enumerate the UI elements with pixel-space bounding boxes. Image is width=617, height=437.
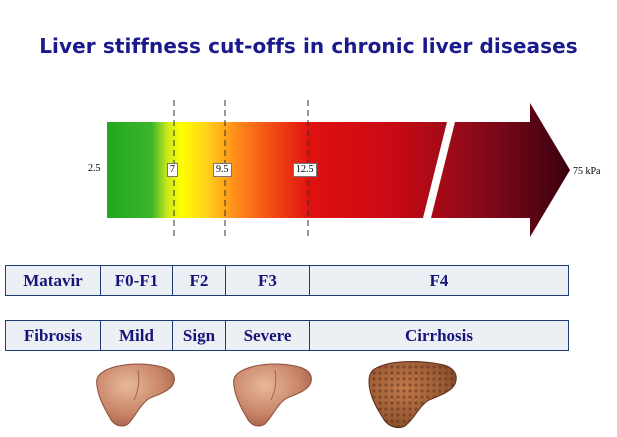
matavir-f0-f1-cell: F0-F1 bbox=[101, 266, 173, 295]
cutoff-label-12-5: 12.5 bbox=[293, 163, 317, 177]
matavir-f2-cell: F2 bbox=[173, 266, 226, 295]
fibrosis-mild-cell: Mild bbox=[101, 321, 173, 350]
matavir-f3-cell: F3 bbox=[226, 266, 310, 295]
fibrosis-sign-cell: Sign bbox=[173, 321, 226, 350]
cutoff-label-7: 7 bbox=[167, 163, 178, 177]
scale-min-label: 2.5 bbox=[88, 163, 101, 174]
scale-break-mark bbox=[423, 122, 455, 218]
healthy-liver-image bbox=[96, 363, 175, 427]
cutoff-label-9-5: 9.5 bbox=[213, 163, 232, 177]
matavir-f4-cell: F4 bbox=[429, 270, 449, 290]
fibrosis-severe-cell: Severe bbox=[226, 321, 310, 350]
healthy-liver-image-2 bbox=[233, 363, 312, 427]
fibrosis-header-cell: Fibrosis bbox=[6, 321, 101, 350]
matavir-row: Matavir F0-F1 F2 F3 F4 bbox=[5, 265, 569, 296]
scale-max-label: 75 kPa bbox=[573, 166, 601, 177]
fibrosis-cirrhosis-cell: Cirrhosis bbox=[405, 325, 473, 345]
diagram-title: Liver stiffness cut-offs in chronic live… bbox=[39, 34, 578, 58]
matavir-header-cell: Matavir bbox=[6, 266, 101, 295]
scale-arrow-body bbox=[107, 103, 570, 237]
cirrhotic-liver-image bbox=[368, 361, 457, 429]
fibrosis-row: Fibrosis Mild Sign Severe Cirrhosis bbox=[5, 320, 569, 351]
